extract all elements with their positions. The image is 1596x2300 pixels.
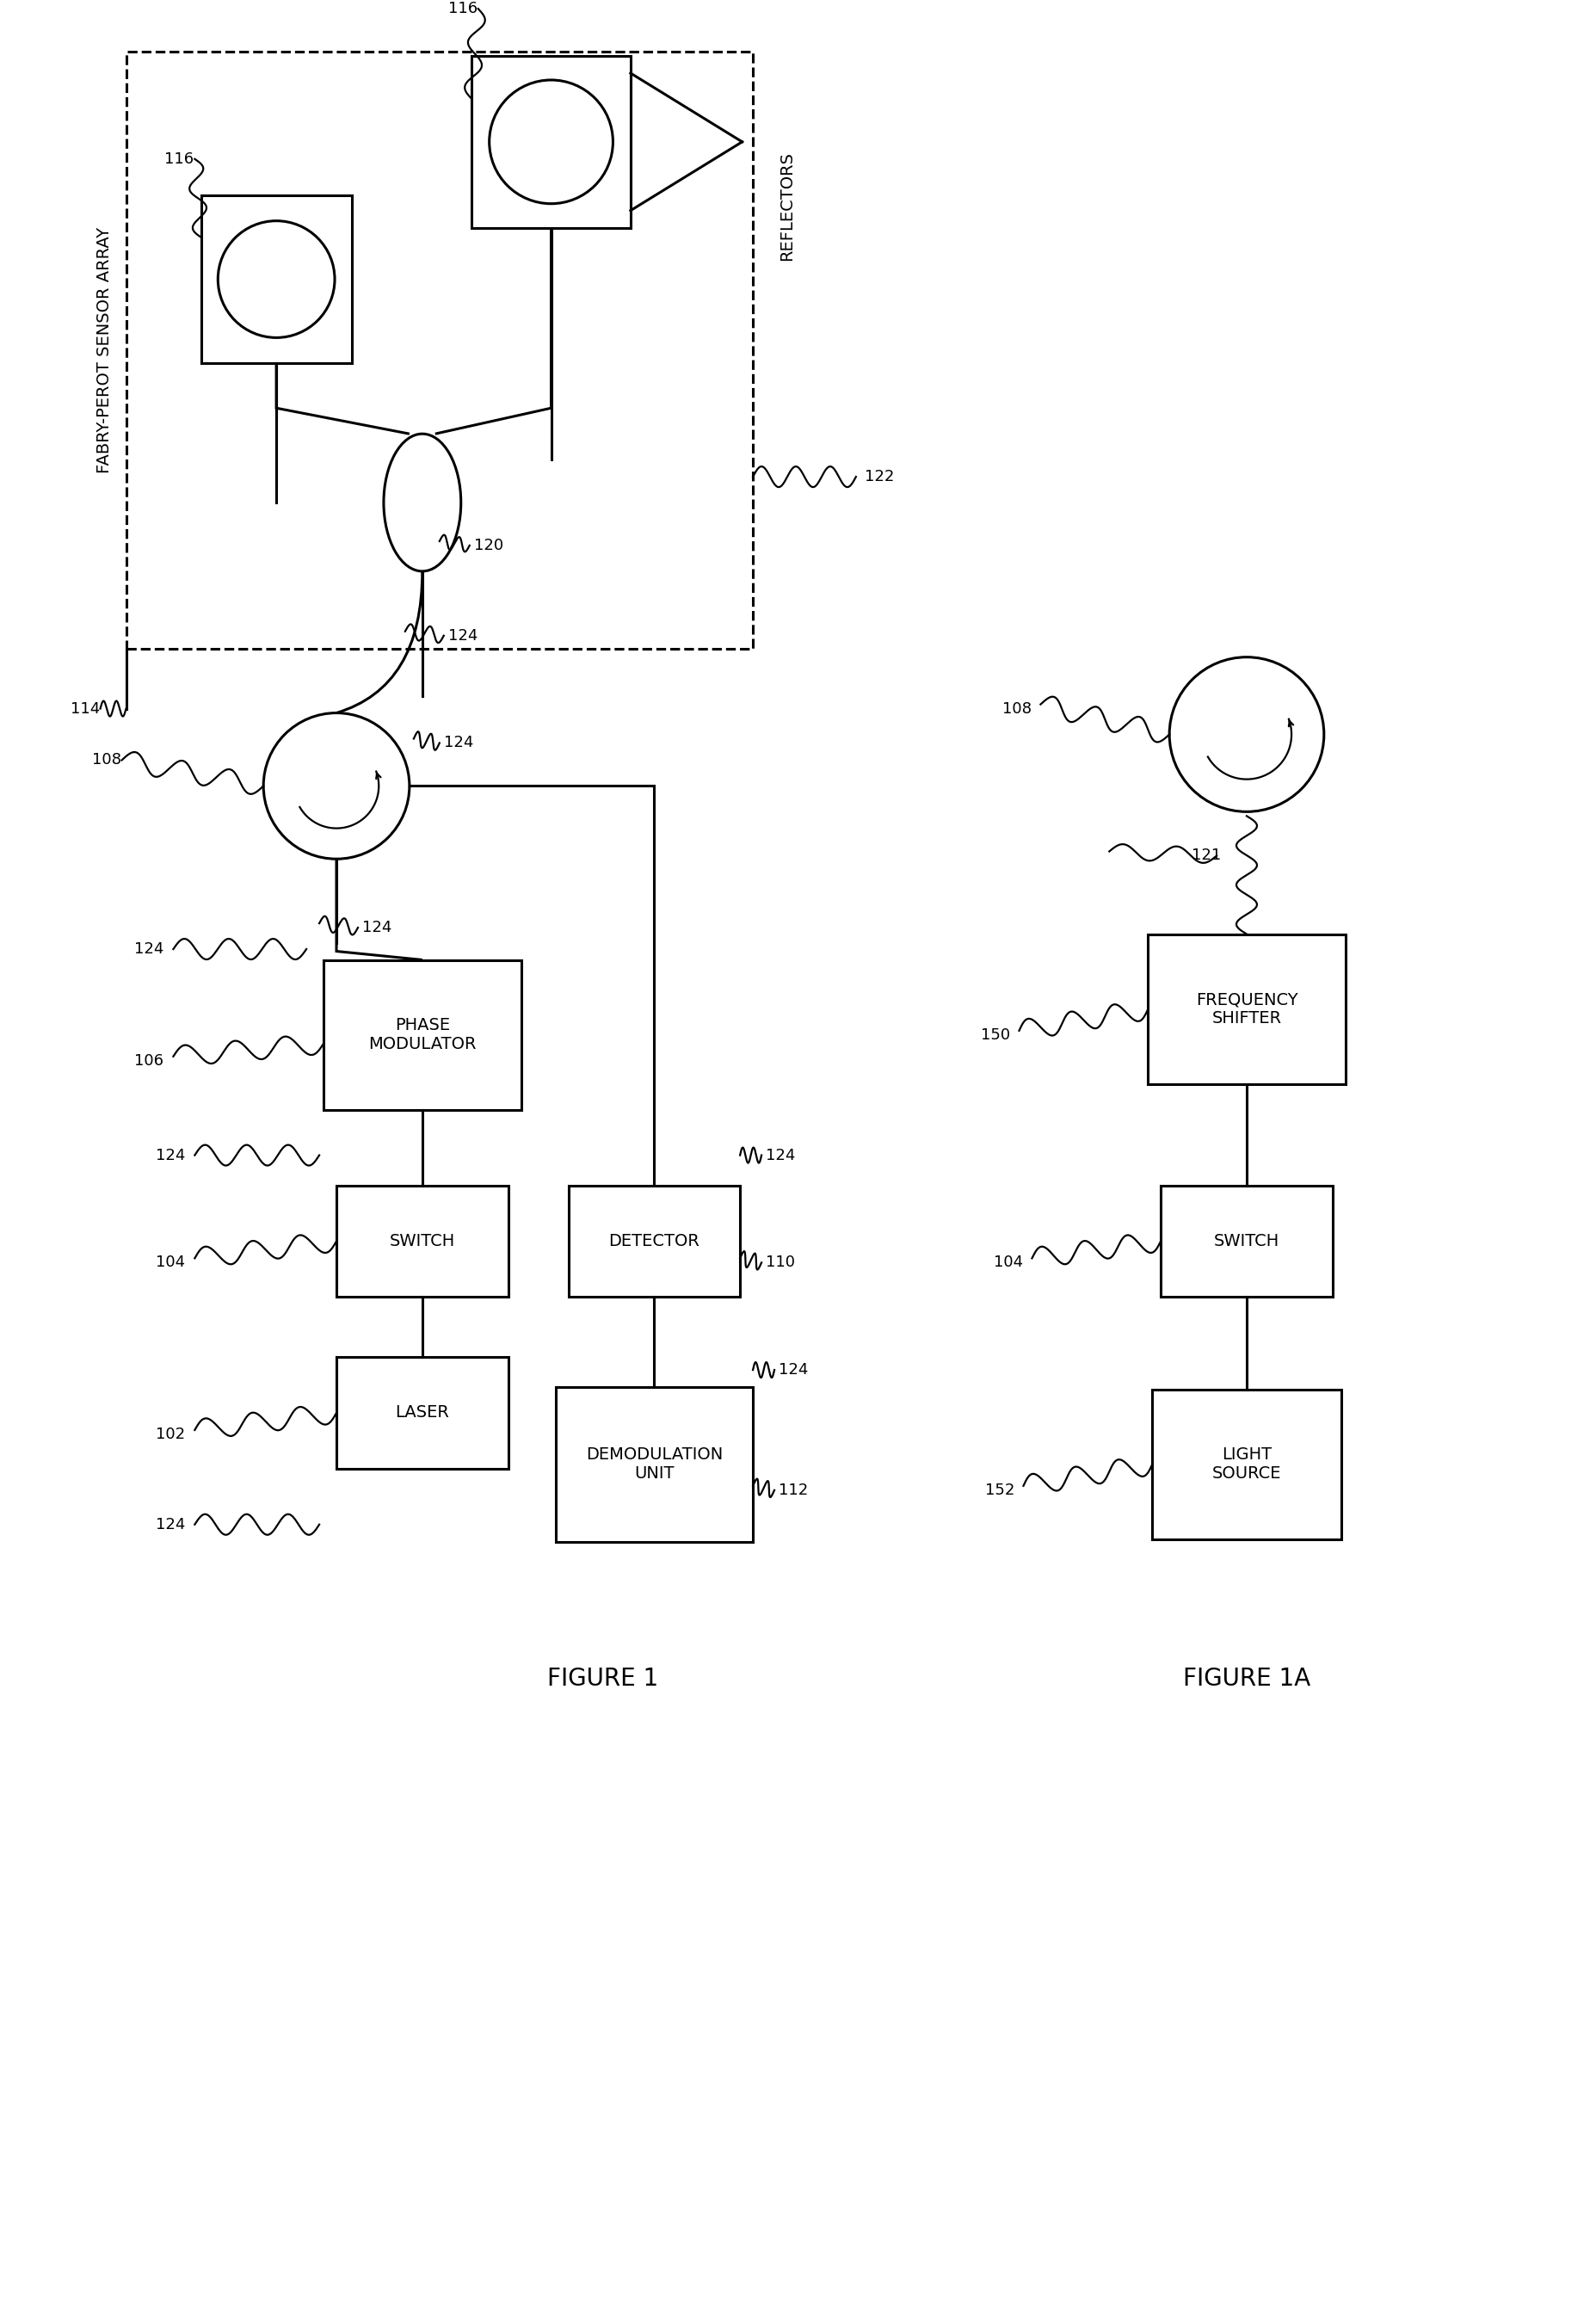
Text: 116: 116 (164, 152, 195, 168)
Text: FREQUENCY
SHIFTER: FREQUENCY SHIFTER (1195, 991, 1298, 1026)
Bar (337, 1184, 508, 1297)
Bar (1160, 1184, 1331, 1297)
Text: 124: 124 (779, 1362, 808, 1378)
Text: 104: 104 (156, 1256, 185, 1270)
Text: REFLECTORS: REFLECTORS (779, 152, 795, 260)
Text: 102: 102 (156, 1426, 185, 1442)
Text: 124: 124 (134, 941, 164, 957)
Text: 110: 110 (766, 1256, 795, 1270)
Text: LASER: LASER (396, 1405, 448, 1421)
Text: 114: 114 (70, 702, 99, 715)
Text: 124: 124 (448, 628, 477, 644)
Text: 124: 124 (156, 1148, 185, 1164)
Text: DETECTOR: DETECTOR (608, 1233, 699, 1249)
Text: 121: 121 (1191, 849, 1221, 862)
Text: 108: 108 (1001, 702, 1031, 715)
Text: LIGHT
SOURCE: LIGHT SOURCE (1211, 1447, 1280, 1481)
Text: 104: 104 (993, 1256, 1021, 1270)
Text: FIGURE 1: FIGURE 1 (547, 1668, 658, 1690)
Bar (201, 196, 351, 363)
Text: FABRY-PEROT SENSOR ARRAY: FABRY-PEROT SENSOR ARRAY (96, 228, 113, 474)
Text: 106: 106 (134, 1053, 164, 1070)
Text: 150: 150 (980, 1028, 1009, 1042)
Text: 124: 124 (156, 1516, 185, 1532)
Text: SWITCH: SWITCH (1213, 1233, 1278, 1249)
Text: 120: 120 (474, 538, 503, 554)
Text: 112: 112 (779, 1484, 808, 1497)
Bar (324, 959, 520, 1111)
Text: 124: 124 (362, 920, 391, 936)
Text: 124: 124 (766, 1148, 795, 1164)
Text: FIGURE 1A: FIGURE 1A (1183, 1668, 1310, 1690)
Bar (1152, 1389, 1341, 1539)
Text: SWITCH: SWITCH (389, 1233, 455, 1249)
Text: 122: 122 (863, 469, 894, 485)
Text: PHASE
MODULATOR: PHASE MODULATOR (369, 1017, 476, 1053)
Text: 124: 124 (444, 736, 472, 750)
Text: DEMODULATION
UNIT: DEMODULATION UNIT (586, 1447, 723, 1481)
Bar (337, 1357, 508, 1470)
Text: 152: 152 (985, 1484, 1013, 1497)
Bar (1148, 934, 1345, 1083)
Bar (555, 1387, 752, 1541)
Text: 108: 108 (91, 752, 121, 768)
Bar (568, 1184, 739, 1297)
Bar (471, 55, 630, 228)
Text: 116: 116 (448, 0, 477, 16)
